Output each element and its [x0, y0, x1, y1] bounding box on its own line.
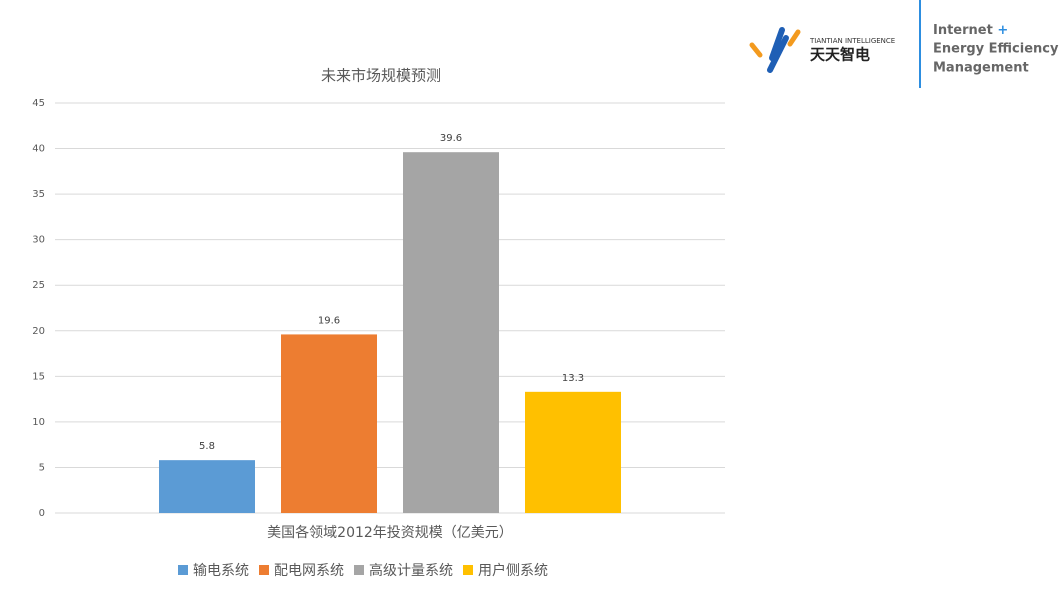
- legend-label: 配电网系统: [274, 563, 344, 579]
- data-label: 13.3: [562, 373, 584, 384]
- logo-mark: [767, 35, 789, 73]
- tagline: Energy Efficiency: [933, 42, 1059, 57]
- tagline: Internet +: [933, 23, 1008, 38]
- legend-swatch: [178, 565, 188, 575]
- legend-swatch: [354, 565, 364, 575]
- y-tick-label: 40: [32, 144, 45, 155]
- y-tick-label: 5: [39, 462, 45, 473]
- y-tick-label: 35: [32, 189, 45, 200]
- y-tick-label: 25: [32, 280, 45, 291]
- legend-label: 高级计量系统: [369, 562, 453, 579]
- tagline-word: Internet: [933, 23, 993, 38]
- bar: [403, 152, 499, 513]
- tagline-plus: +: [997, 23, 1008, 38]
- y-tick-label: 10: [32, 417, 45, 428]
- bar: [281, 334, 377, 513]
- y-tick-label: 0: [39, 508, 45, 519]
- y-tick-label: 30: [32, 235, 45, 246]
- legend-label: 输电系统: [193, 563, 249, 579]
- y-tick-label: 15: [32, 371, 45, 382]
- logo-mark: [769, 27, 785, 61]
- data-label: 39.6: [440, 133, 462, 144]
- logo-mark: [749, 42, 763, 58]
- legend-label: 用户侧系统: [478, 562, 548, 579]
- bar: [525, 391, 621, 513]
- data-label: 5.8: [199, 441, 215, 452]
- y-tick-label: 45: [32, 98, 45, 109]
- chart-title: 未来市场规模预测: [321, 67, 441, 85]
- brand-en: TIANTIAN INTELLIGENCE: [809, 37, 895, 45]
- legend-swatch: [259, 565, 269, 575]
- tagline: Management: [933, 61, 1029, 76]
- y-tick-label: 20: [32, 326, 45, 337]
- logo-mark: [787, 29, 801, 47]
- brand-cn: 天天智电: [810, 46, 870, 64]
- x-tick-label: 美国各领域2012年投资规模（亿美元）: [267, 525, 513, 541]
- legend-swatch: [463, 565, 473, 575]
- data-label: 19.6: [318, 315, 340, 326]
- logo: TIANTIAN INTELLIGENCE 天天智电 Internet + En…: [749, 0, 1059, 88]
- bar: [159, 460, 255, 513]
